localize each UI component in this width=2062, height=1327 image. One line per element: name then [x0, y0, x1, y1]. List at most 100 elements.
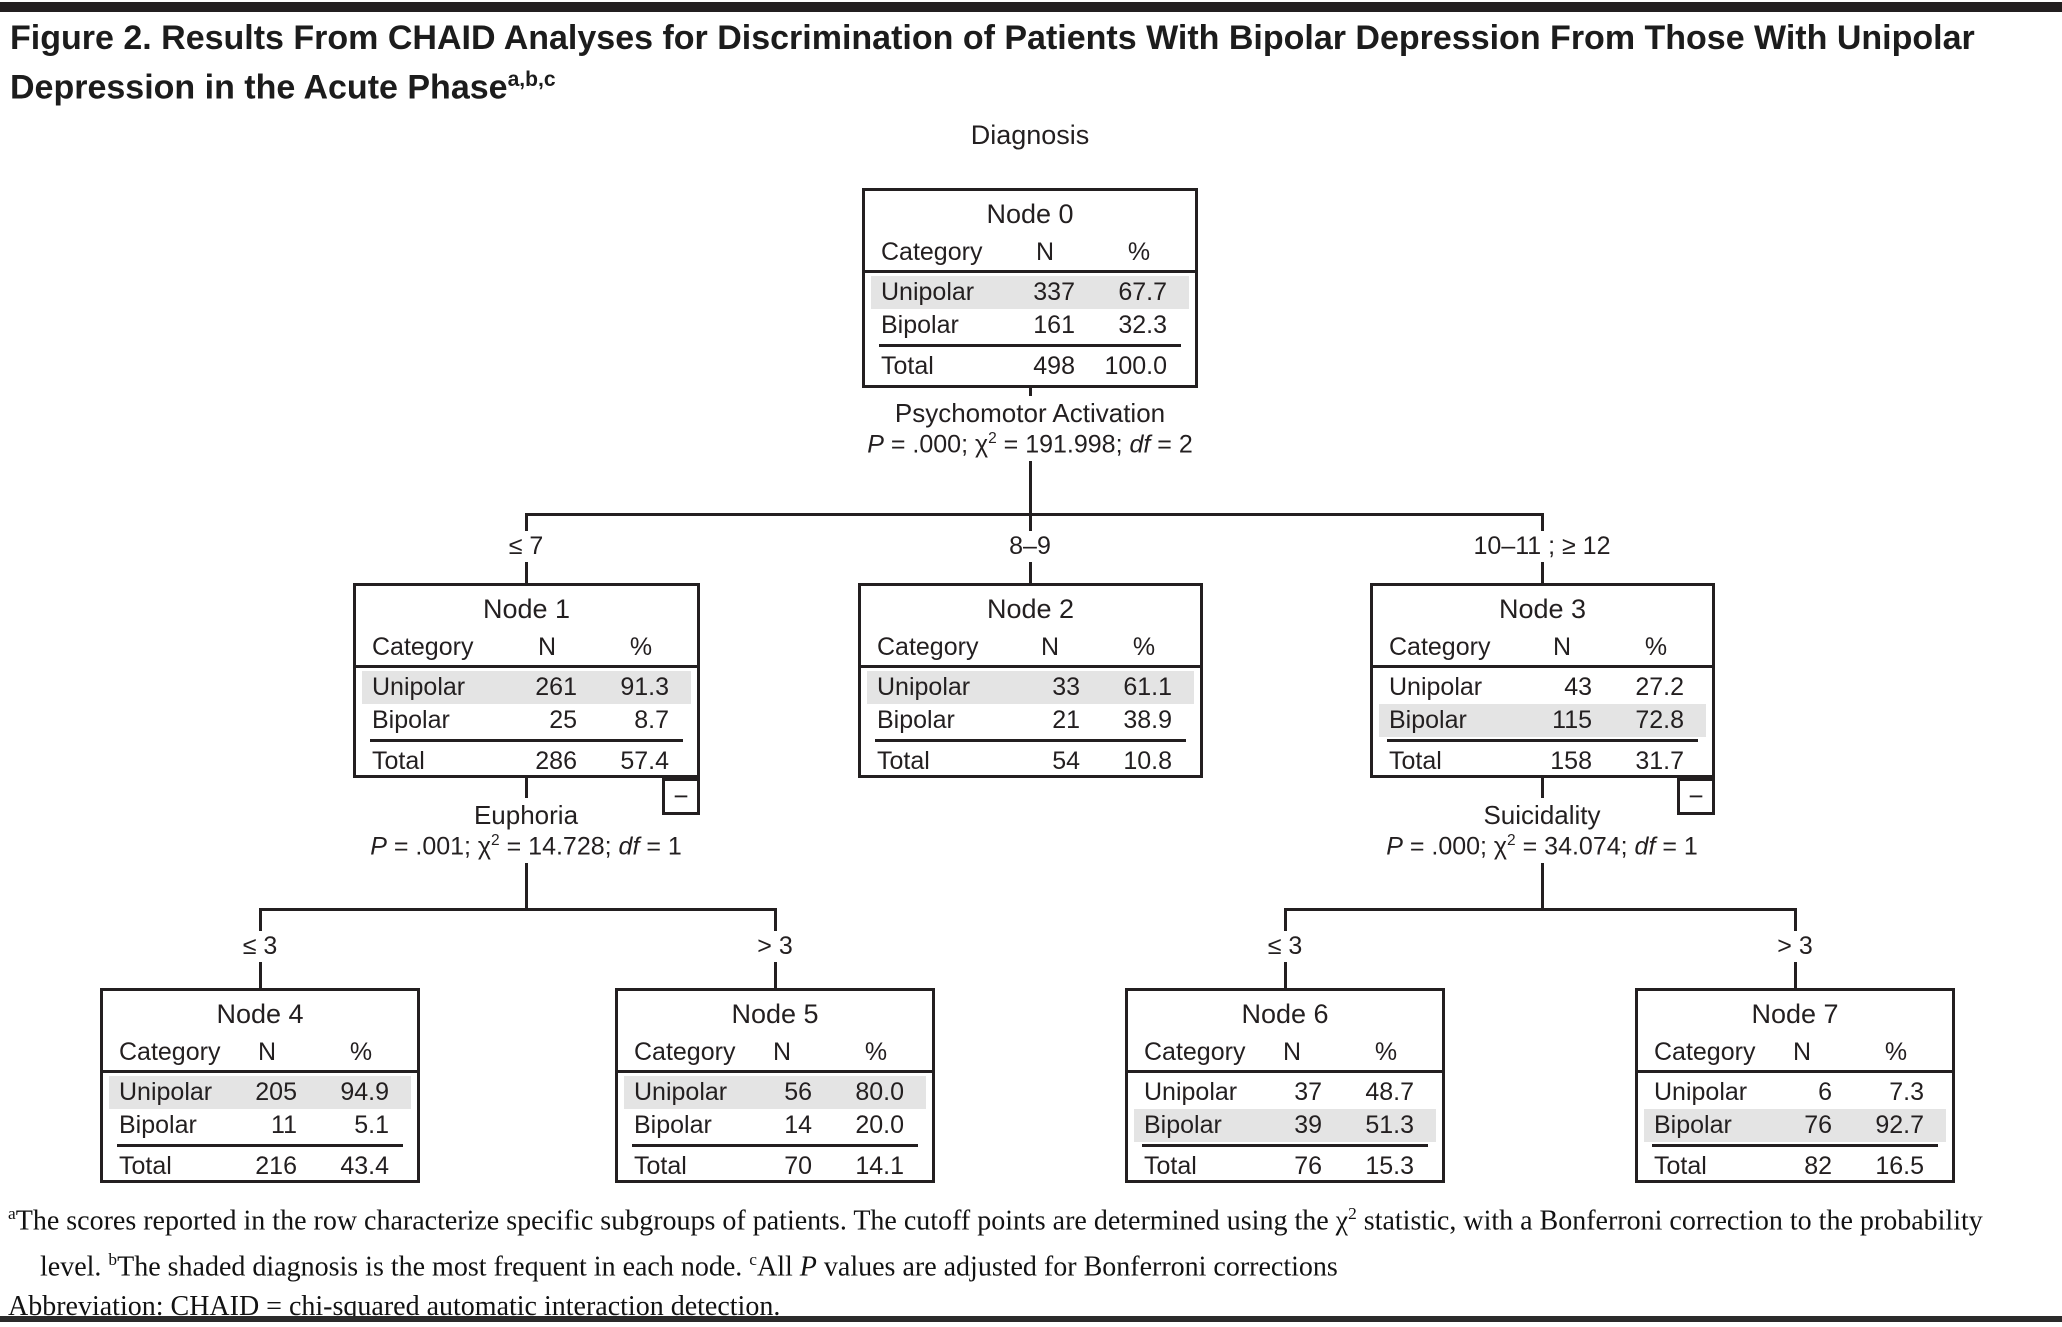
row-category: Total: [877, 746, 930, 775]
col-header-n: N: [257, 1038, 277, 1066]
col-header-category: Category: [881, 238, 983, 266]
row-n: 37: [1294, 1078, 1322, 1106]
col-header-category: Category: [634, 1038, 736, 1066]
node-header: Category N %: [356, 630, 697, 668]
node-6-box: Node 6 Category N % Unipolar 37 48.7 Bip…: [1125, 988, 1445, 1183]
node-4-box: Node 4 Category N % Unipolar 205 94.9 Bi…: [100, 988, 420, 1183]
node-row-total: Total 286 57.4: [362, 743, 691, 775]
split-suicidality-stats: P = .000; χ2 = 34.074; df = 1: [1386, 832, 1698, 861]
total-separator: [879, 344, 1181, 347]
node-header: Category N %: [103, 1035, 417, 1073]
row-category: Bipolar: [119, 1111, 197, 1139]
branch-label-pa-mid: 8–9: [999, 531, 1061, 562]
row-n: 43: [1564, 673, 1592, 701]
col-header-pct: %: [1884, 1038, 1908, 1066]
row-pct: 15.3: [1365, 1151, 1414, 1180]
row-category: Unipolar: [1144, 1078, 1238, 1106]
node-title: Node 3: [1498, 594, 1587, 624]
col-header-category: Category: [1144, 1038, 1246, 1066]
row-pct: 67.7: [1118, 278, 1167, 306]
row-n: 76: [1294, 1151, 1322, 1180]
row-n: 205: [255, 1078, 297, 1106]
col-header-category: Category: [372, 633, 474, 661]
node-body: Unipolar 337 67.7 Bipolar 161 32.3 Total…: [865, 273, 1195, 384]
footnote-abc: aThe scores reported in the row characte…: [8, 1204, 1983, 1283]
row-pct: 100.0: [1104, 351, 1167, 380]
connector-level1-bar: [525, 513, 1544, 516]
row-category: Unipolar: [881, 278, 975, 306]
row-category: Unipolar: [877, 673, 971, 701]
node-body: Unipolar 261 91.3 Bipolar 25 8.7 Total 2…: [356, 668, 697, 775]
row-category: Bipolar: [372, 706, 450, 734]
total-separator: [370, 739, 683, 742]
row-pct: 43.4: [340, 1151, 389, 1180]
col-header-pct: %: [1644, 633, 1668, 661]
col-header-pct: %: [1127, 238, 1151, 266]
node-row-bipolar: Bipolar 14 20.0: [624, 1109, 926, 1142]
node-row-unipolar: Unipolar 261 91.3: [362, 671, 691, 704]
row-category: Total: [634, 1151, 687, 1180]
node-title: Node 6: [1241, 999, 1329, 1029]
row-category: Total: [119, 1151, 172, 1180]
root-variable-label: Diagnosis: [970, 120, 1090, 150]
row-n: 70: [784, 1151, 812, 1180]
row-pct: 31.7: [1635, 746, 1684, 775]
branch-label-su-high: > 3: [1767, 931, 1823, 962]
row-category: Bipolar: [1654, 1111, 1732, 1139]
connector-level2-right-bar: [1284, 908, 1797, 911]
col-header-pct: %: [1132, 633, 1156, 661]
row-pct: 14.1: [855, 1151, 904, 1180]
total-separator: [1142, 1144, 1428, 1147]
row-n: 33: [1052, 673, 1080, 701]
row-n: 14: [784, 1111, 812, 1139]
node-3-box: Node 3 Category N % Unipolar 43 27.2 Bip…: [1370, 583, 1715, 778]
node-row-bipolar: Bipolar 39 51.3: [1134, 1109, 1436, 1142]
node-header: Category N %: [618, 1035, 932, 1073]
branch-label-pa-low: ≤ 7: [498, 531, 554, 562]
row-pct: 8.7: [634, 706, 669, 734]
row-n: 76: [1804, 1111, 1832, 1139]
node-row-total: Total 70 14.1: [624, 1148, 926, 1180]
node-title: Node 1: [482, 594, 571, 624]
col-header-n: N: [537, 633, 557, 661]
split-euphoria: Euphoria P = .001; χ2 = 14.728; df = 1: [358, 798, 694, 864]
figure-footnotes: aThe scores reported in the row characte…: [8, 1194, 2038, 1326]
col-header-pct: %: [1374, 1038, 1398, 1066]
row-n: 498: [1033, 351, 1075, 380]
col-header-category: Category: [877, 633, 979, 661]
row-category: Total: [1654, 1151, 1707, 1180]
col-header-n: N: [1792, 1038, 1812, 1066]
node-row-total: Total 216 43.4: [109, 1148, 411, 1180]
branch-label-eu-low: ≤ 3: [232, 931, 288, 962]
split-psychomotor-name: Psychomotor Activation: [894, 398, 1166, 428]
split-euphoria-stats: P = .001; χ2 = 14.728; df = 1: [370, 832, 682, 861]
row-n: 56: [784, 1078, 812, 1106]
top-rule: [0, 2, 2062, 12]
col-header-n: N: [772, 1038, 792, 1066]
node-title: Node 0: [986, 199, 1074, 229]
total-separator: [1387, 739, 1698, 742]
col-header-category: Category: [1654, 1038, 1756, 1066]
row-pct: 48.7: [1365, 1078, 1414, 1106]
row-n: 216: [255, 1151, 297, 1180]
node-5-box: Node 5 Category N % Unipolar 56 80.0 Bip…: [615, 988, 935, 1183]
row-category: Unipolar: [634, 1078, 728, 1106]
node-body: Unipolar 33 61.1 Bipolar 21 38.9 Total 5…: [861, 668, 1200, 775]
row-pct: 10.8: [1123, 746, 1172, 775]
col-header-pct: %: [864, 1038, 888, 1066]
row-n: 261: [535, 673, 577, 701]
split-suicidality: Suicidality P = .000; χ2 = 34.074; df = …: [1374, 798, 1710, 864]
node-row-unipolar: Unipolar 37 48.7: [1134, 1076, 1436, 1109]
col-header-pct: %: [349, 1038, 373, 1066]
col-header-category: Category: [119, 1038, 221, 1066]
branch-label-eu-high: > 3: [747, 931, 803, 962]
row-category: Unipolar: [372, 673, 466, 701]
col-header-n: N: [1282, 1038, 1302, 1066]
node-header: Category N %: [1373, 630, 1712, 668]
node-header: Category N %: [861, 630, 1200, 668]
node-title: Node 2: [986, 594, 1075, 624]
node-row-total: Total 498 100.0: [871, 348, 1189, 384]
row-n: 39: [1294, 1111, 1322, 1139]
row-n: 115: [1552, 706, 1592, 734]
